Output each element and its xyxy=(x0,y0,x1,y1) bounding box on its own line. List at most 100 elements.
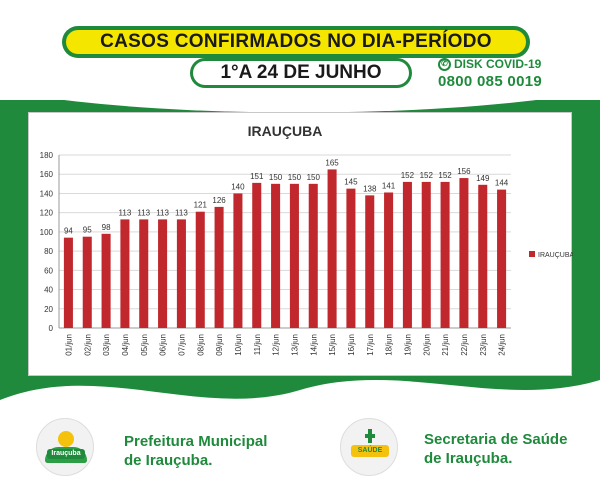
x-tick-label: 08/jun xyxy=(196,334,205,356)
health-cross-icon xyxy=(365,429,375,443)
data-label: 151 xyxy=(250,172,264,181)
bar xyxy=(252,182,262,328)
bar xyxy=(440,181,450,328)
data-label: 165 xyxy=(325,158,339,167)
y-tick-label: 140 xyxy=(40,189,54,198)
bar xyxy=(308,183,318,328)
prefeitura-name: Prefeitura Municipal de Irauçuba. xyxy=(124,432,267,470)
bar xyxy=(271,183,281,328)
x-tick-label: 07/jun xyxy=(177,334,186,356)
prefeitura-logo: Irauçuba xyxy=(36,418,94,476)
bar xyxy=(289,183,299,328)
data-label: 150 xyxy=(288,173,302,182)
x-tick-label: 03/jun xyxy=(102,334,111,356)
data-label: 152 xyxy=(438,171,452,180)
data-label: 126 xyxy=(212,196,226,205)
bar xyxy=(82,236,92,328)
data-label: 140 xyxy=(231,182,245,191)
secretaria-logo-text: SAÚDE xyxy=(351,445,389,457)
bar xyxy=(365,195,375,328)
bar-chart: IRAUÇUBA 0 20 40 60 80 100 120 140 160 180 94 01/jun… xyxy=(40,123,573,356)
data-label: 141 xyxy=(382,181,396,190)
y-tick-label: 100 xyxy=(40,228,54,237)
prefeitura-line1: Prefeitura Municipal xyxy=(124,433,268,450)
bar xyxy=(101,233,111,328)
secretaria-name: Secretaria de Saúde de Irauçuba. xyxy=(424,430,567,468)
x-tick-label: 11/jun xyxy=(253,334,262,355)
disk-covid: ✆ DISK COVID-19 0800 085 0019 xyxy=(438,57,588,90)
bar xyxy=(327,169,337,328)
x-tick-label: 18/jun xyxy=(385,334,394,356)
y-tick-label: 0 xyxy=(49,324,54,333)
bar xyxy=(195,211,205,328)
title-banner: CASOS CONFIRMADOS NO DIA-PERÍODO xyxy=(62,26,530,58)
page-title: CASOS CONFIRMADOS NO DIA-PERÍODO xyxy=(66,30,526,54)
bar xyxy=(346,188,356,328)
x-tick-label: 13/jun xyxy=(290,334,299,356)
y-tick-label: 120 xyxy=(40,209,54,218)
x-tick-label: 14/jun xyxy=(309,334,318,356)
bar xyxy=(176,219,186,328)
data-label: 152 xyxy=(420,171,434,180)
y-tick-label: 60 xyxy=(44,266,53,275)
x-tick-label: 04/jun xyxy=(121,334,130,356)
bar xyxy=(139,219,149,328)
disk-label: DISK COVID-19 xyxy=(454,57,542,71)
phone-icon: ✆ xyxy=(438,57,451,71)
data-label: 113 xyxy=(119,208,132,217)
x-tick-label: 02/jun xyxy=(83,334,92,356)
x-tick-label: 12/jun xyxy=(272,334,281,356)
sun-icon xyxy=(58,431,74,447)
bar xyxy=(233,193,243,328)
y-tick-label: 20 xyxy=(44,305,53,314)
data-label: 113 xyxy=(156,208,169,217)
y-tick-label: 40 xyxy=(44,286,53,295)
data-label: 95 xyxy=(83,226,92,235)
secretaria-line1: Secretaria de Saúde xyxy=(424,431,568,448)
data-label: 94 xyxy=(64,227,73,236)
x-tick-label: 21/jun xyxy=(441,334,450,356)
prefeitura-logo-text: Irauçuba xyxy=(47,449,85,459)
y-tick-label: 180 xyxy=(40,151,54,160)
data-label: 152 xyxy=(401,171,415,180)
x-tick-label: 19/jun xyxy=(403,334,412,356)
header-wave xyxy=(0,80,600,113)
data-label: 145 xyxy=(344,178,358,187)
secretaria-line2: de Irauçuba. xyxy=(424,450,513,467)
bar xyxy=(120,219,130,328)
x-tick-label: 05/jun xyxy=(140,334,149,356)
bar xyxy=(459,178,469,328)
x-tick-label: 01/jun xyxy=(64,334,73,356)
bar xyxy=(384,192,394,328)
chart-title: IRAUÇUBA xyxy=(248,123,323,139)
x-tick-label: 15/jun xyxy=(328,334,337,356)
x-tick-label: 09/jun xyxy=(215,334,224,356)
period-label: 1°A 24 DE JUNHO xyxy=(193,61,409,85)
y-tick-label: 160 xyxy=(40,170,54,179)
data-label: 156 xyxy=(457,167,471,176)
x-tick-label: 17/jun xyxy=(366,334,375,356)
x-tick-label: 20/jun xyxy=(422,334,431,356)
data-label: 144 xyxy=(495,179,509,188)
secretaria-logo: SAÚDE xyxy=(340,418,398,476)
data-label: 113 xyxy=(175,208,188,217)
x-tick-label: 16/jun xyxy=(347,334,356,356)
bar xyxy=(158,219,168,328)
data-label: 138 xyxy=(363,184,377,193)
prefeitura-line2: de Irauçuba. xyxy=(124,452,213,469)
bar xyxy=(478,184,488,328)
disk-number: 0800 085 0019 xyxy=(438,73,542,90)
footer xyxy=(0,400,600,489)
x-tick-label: 22/jun xyxy=(460,334,469,356)
bar xyxy=(214,206,224,328)
data-label: 150 xyxy=(307,173,321,182)
x-tick-label: 23/jun xyxy=(479,334,488,356)
bar xyxy=(497,189,507,328)
data-label: 121 xyxy=(194,201,208,210)
data-label: 150 xyxy=(269,173,283,182)
bar xyxy=(63,237,73,328)
bar xyxy=(402,181,412,328)
period-banner: 1°A 24 DE JUNHO xyxy=(190,58,412,88)
x-tick-label: 24/jun xyxy=(498,334,507,356)
legend-label: IRAUÇUBA xyxy=(538,252,573,259)
